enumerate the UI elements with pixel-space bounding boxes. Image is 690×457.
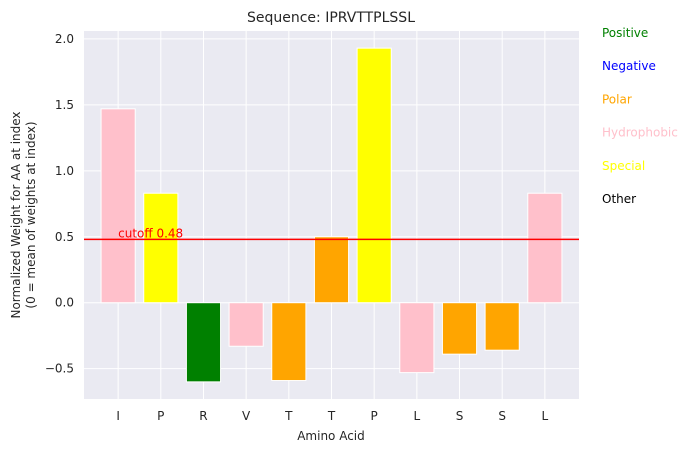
x-tick-label: P [157,409,164,423]
cutoff-line-group: cutoff 0.48 [84,226,579,240]
bars [100,47,563,383]
bar-7-p [356,47,392,304]
y-axis-label-line-2: (0 = mean of weights at index) [24,121,38,308]
x-axis-label: Amino Acid [297,429,365,443]
legend-entry-negative: Negative [602,59,656,73]
cutoff-label: cutoff 0.48 [118,226,183,240]
x-tick-label: S [498,409,506,423]
legend-entry-hydrophobic: Hydrophobic [602,126,678,140]
legend-entry-special: Special [602,159,645,173]
bar-5-t [271,302,307,382]
x-tick-label: P [371,409,378,423]
bar-4-v [228,302,264,347]
legend-entry-other: Other [602,192,636,206]
y-tick-label: 2.0 [55,32,74,46]
bar-9-s [441,302,478,355]
x-tick-label: L [414,409,421,423]
x-tick-label: I [116,409,120,423]
x-tick-label: T [284,409,293,423]
y-tick-label: −0.5 [45,362,74,376]
bar-2-p [143,192,179,304]
bar-11-l [527,192,563,304]
bar-6-t [313,236,350,304]
x-tick-label: R [199,409,207,423]
y-tick-label: 0.5 [55,230,74,244]
y-tick-labels: −0.5 0.0 0.5 1.0 1.5 2.0 [45,32,74,376]
x-tick-label: L [542,409,549,423]
y-tick-label: 1.5 [55,98,74,112]
chart-title: Sequence: IPRVTTPLSSL [247,10,415,26]
bar-8-l [399,302,435,374]
x-tick-label: T [327,409,336,423]
legend: Positive Negative Polar Hydrophobic Special O… [602,26,678,206]
y-axis-label-line-1: Normalized Weight for AA at index [9,111,23,318]
x-tick-label: V [242,409,251,423]
bar-3-r [185,302,222,383]
x-tick-label: S [456,409,464,423]
y-tick-label: 0.0 [55,296,74,310]
legend-entry-polar: Polar [602,92,632,106]
y-tick-label: 1.0 [55,164,74,178]
bar-10-s [484,302,520,351]
legend-entry-positive: Positive [602,26,648,40]
bar-1-i [100,108,136,304]
